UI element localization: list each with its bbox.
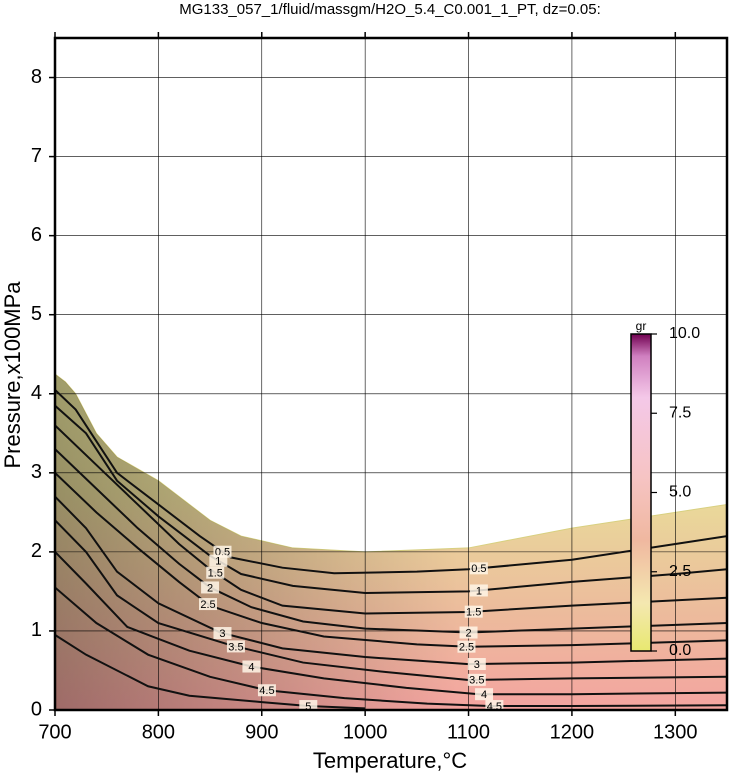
contour-line xyxy=(55,404,727,594)
axes: 700 800 900 1000 1100 1200 1300 0 1 2 3 4 5 6 7 8 gr 0.0 2… xyxy=(31,32,700,743)
y-tick-label: 7 xyxy=(31,145,42,167)
contour-label: 3.5 xyxy=(469,675,484,687)
contour-line xyxy=(55,519,727,681)
contour-label-bg xyxy=(242,660,261,673)
contour-label: 4.5 xyxy=(487,701,502,713)
x-tick-label: 1100 xyxy=(447,721,490,743)
x-axis-label: Temperature,°C xyxy=(313,748,467,773)
chart-title: MG133_057_1/fluid/massgm/H2O_5.4_C0.001_… xyxy=(179,1,601,18)
contour-line xyxy=(55,472,727,648)
contour-label: 4 xyxy=(481,689,487,701)
contour-label-bg xyxy=(467,673,486,686)
colorbar-tick-label: 5.0 xyxy=(669,484,691,501)
y-tick-label: 5 xyxy=(31,303,42,325)
contour-label-bg xyxy=(485,700,504,710)
contour-label: 1 xyxy=(476,585,482,597)
contour-label: 3 xyxy=(219,628,225,640)
colorbar-tick-label: 2.5 xyxy=(669,563,691,580)
contour-label: 2 xyxy=(207,582,213,594)
contour-line xyxy=(55,424,727,615)
colorbar xyxy=(630,333,652,652)
y-axis-label: Pressure,x100MPa xyxy=(0,281,25,469)
contour-label-bg xyxy=(459,626,478,639)
x-tick-label: 700 xyxy=(38,721,71,743)
contour-line xyxy=(55,389,727,575)
contour-label-bg xyxy=(469,584,488,597)
contour-line xyxy=(55,586,727,708)
contour-label: 3 xyxy=(474,659,480,671)
contour-label: 2.5 xyxy=(200,599,215,611)
y-tick-label: 6 xyxy=(31,224,42,246)
contour-line xyxy=(55,448,727,634)
contour-label-bg xyxy=(457,640,476,653)
contour-label-bg xyxy=(209,554,228,567)
plot-frame xyxy=(53,36,729,712)
y-tick-label: 3 xyxy=(31,461,42,483)
contour-label: 2 xyxy=(465,627,471,639)
y-tick-label: 2 xyxy=(31,540,42,562)
colorbar-tick-label: 10.0 xyxy=(669,325,700,342)
colorbar-tick-label: 7.5 xyxy=(669,404,691,421)
x-tick-label: 1000 xyxy=(343,721,388,743)
colorbar-tick-label: 0.0 xyxy=(669,642,691,659)
contour-label-bg xyxy=(206,566,225,579)
contour-label: 4 xyxy=(248,661,254,673)
y-tick-label: 8 xyxy=(31,66,42,88)
x-tick-label: 1300 xyxy=(653,721,698,743)
contour-label-bg xyxy=(201,581,220,594)
colorbar-label: gr xyxy=(636,319,647,333)
contour-label: 0.5 xyxy=(471,563,486,575)
y-tick-label: 1 xyxy=(31,619,42,641)
contour-label: 5 xyxy=(305,701,311,713)
contour-label-bg xyxy=(257,684,276,697)
contour-label-bg xyxy=(199,598,218,611)
contour-line xyxy=(55,495,727,666)
contour-label: 1.5 xyxy=(208,568,223,580)
contour-label: 4.5 xyxy=(259,685,274,697)
contour-label: 3.5 xyxy=(228,641,243,653)
contour-label-bg xyxy=(475,688,494,701)
y-tick-label: 0 xyxy=(31,698,42,720)
contour-label-bg xyxy=(299,700,318,710)
contour-label: 2.5 xyxy=(459,642,474,654)
contour-label-bg xyxy=(226,640,245,653)
field-shade xyxy=(55,374,727,710)
y-tick-label: 4 xyxy=(31,382,42,404)
x-tick-label: 1200 xyxy=(550,721,595,743)
contour-line xyxy=(55,551,727,696)
contour-label-bg xyxy=(469,562,488,575)
x-tick-label: 800 xyxy=(142,721,175,743)
contour-label: 1.5 xyxy=(466,607,481,619)
contour-label-bg xyxy=(213,627,232,640)
x-tick-label: 900 xyxy=(245,721,278,743)
contour-label-bg xyxy=(467,658,486,671)
contour-label: 1 xyxy=(215,556,221,568)
contour-label-bg xyxy=(464,605,483,618)
